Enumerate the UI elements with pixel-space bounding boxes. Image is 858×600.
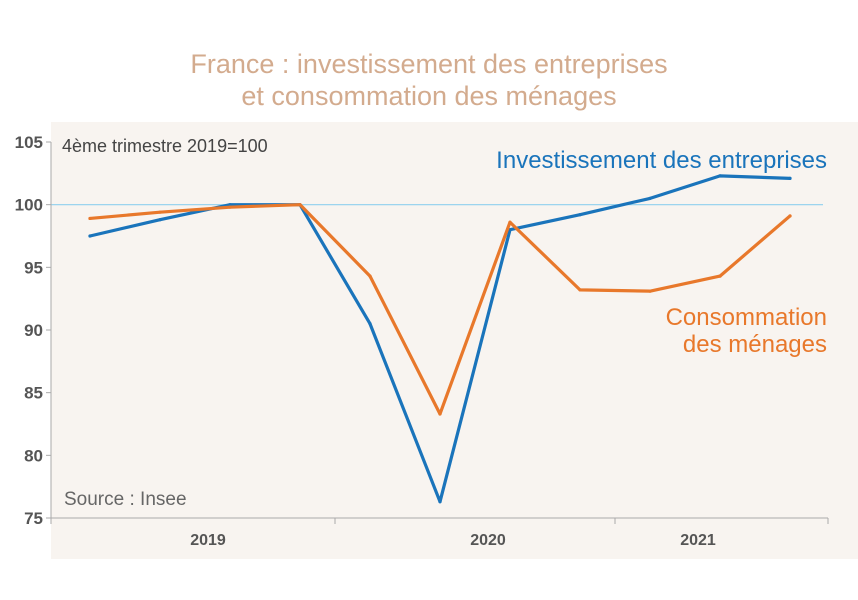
chart-title-line-1: France : investissement des entreprises [190, 49, 668, 79]
data-point-investissement-8 [648, 196, 652, 200]
data-point-consommation-1 [158, 210, 162, 214]
data-point-consommation-8 [648, 289, 652, 293]
data-point-investissement-1 [158, 218, 162, 222]
y-tick-label-95: 95 [24, 258, 43, 277]
y-tick-label-80: 80 [24, 446, 43, 465]
data-point-consommation-2 [228, 205, 232, 209]
y-tick-label-85: 85 [24, 384, 43, 403]
x-tick-label-2019: 2019 [190, 532, 226, 549]
series-label-consommation-line-1: Consommation [666, 304, 827, 331]
series-label-investissement-line-1: Investissement des entreprises [496, 147, 827, 174]
data-point-consommation-0 [88, 216, 92, 221]
source-note: Source : Insee [64, 489, 187, 510]
y-tick-label-75: 75 [24, 509, 43, 528]
data-point-consommation-5 [438, 412, 442, 416]
plot-background [51, 122, 858, 559]
chart-title: France : investissement des entreprises … [0, 48, 858, 112]
data-point-investissement-5 [438, 500, 442, 504]
data-point-investissement-4 [368, 322, 372, 326]
data-point-investissement-10 [788, 176, 792, 180]
data-point-investissement-9 [718, 174, 722, 178]
data-point-consommation-3 [298, 203, 302, 207]
data-point-investissement-7 [578, 213, 582, 217]
data-point-consommation-6 [508, 220, 512, 224]
data-point-consommation-10 [788, 214, 792, 218]
data-point-consommation-4 [368, 274, 372, 278]
base-note: 4ème trimestre 2019=100 [62, 136, 268, 156]
series-label-consommation-line-2: des ménages [683, 331, 827, 358]
data-point-consommation-7 [578, 288, 582, 292]
data-point-investissement-0 [88, 234, 92, 238]
y-tick-label-90: 90 [24, 321, 43, 340]
y-tick-label-105: 105 [15, 133, 43, 152]
data-point-consommation-9 [718, 274, 722, 278]
chart-title-line-2: et consommation des ménages [241, 81, 617, 111]
data-point-investissement-2 [228, 203, 232, 207]
x-tick-label-2020: 2020 [470, 532, 506, 549]
x-tick-label-2021: 2021 [680, 532, 716, 549]
y-tick-label-100: 100 [15, 196, 43, 215]
